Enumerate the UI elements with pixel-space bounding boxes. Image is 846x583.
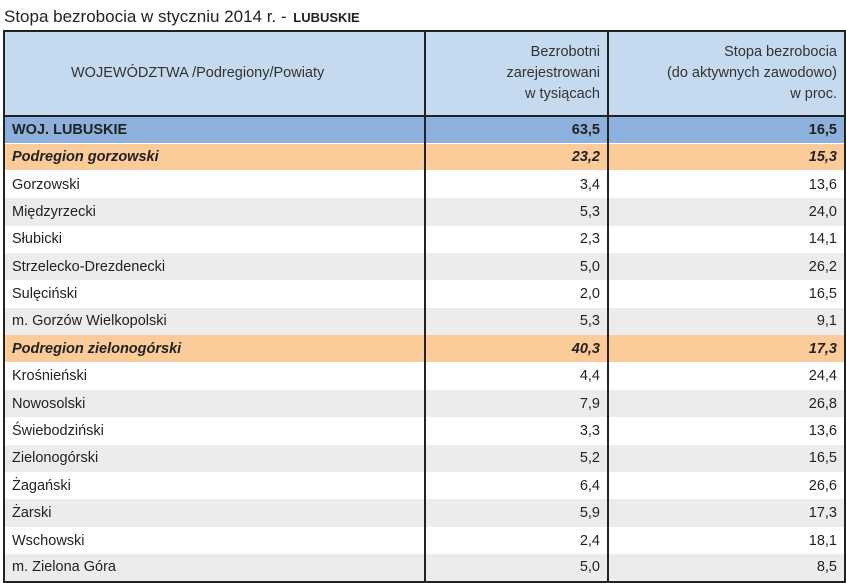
header-unemployed-line: zarejestrowani [506, 65, 601, 81]
table-row: Żarski 5,9 17,3 [3, 499, 846, 527]
cell-name: WOJ. LUBUSKIE [3, 116, 426, 144]
cell-name: Świebodziński [3, 417, 426, 445]
cell-unemployed: 5,3 [424, 307, 609, 336]
cell-name: Sulęciński [3, 280, 426, 308]
cell-rate: 8,5 [607, 554, 846, 583]
cell-unemployed: 3,4 [424, 170, 609, 199]
cell-unemployed: 5,0 [424, 252, 609, 281]
cell-unemployed: 5,0 [424, 554, 609, 583]
table-row: Świebodziński 3,3 13,6 [3, 417, 846, 445]
table-row: Sulęciński 2,0 16,5 [3, 280, 846, 308]
cell-rate: 15,3 [607, 143, 846, 172]
table-row: m. Zielona Góra 5,0 8,5 [3, 554, 846, 583]
subregion-row: Podregion gorzowski 23,2 15,3 [3, 143, 846, 172]
table-row: Wschowski 2,4 18,1 [3, 526, 846, 555]
cell-name: Podregion zielonogórski [3, 335, 426, 364]
cell-unemployed: 7,9 [424, 389, 609, 418]
page-title: Stopa bezrobocia w styczniu 2014 r. - LU… [4, 5, 360, 29]
cell-name: Żarski [3, 499, 426, 527]
cell-rate: 26,6 [607, 472, 846, 500]
cell-name: m. Zielona Góra [3, 554, 426, 583]
table-header: WOJEWÓDZTWA /Podregiony/Powiaty Bezrobot… [3, 30, 846, 117]
cell-unemployed: 40,3 [424, 335, 609, 364]
cell-rate: 16,5 [607, 280, 846, 308]
cell-rate: 18,1 [607, 526, 846, 555]
header-unemployed-line: Bezrobotni [530, 44, 600, 60]
cell-unemployed: 5,2 [424, 444, 609, 473]
cell-name: Żagański [3, 472, 426, 500]
cell-unemployed: 4,4 [424, 362, 609, 390]
subregion-row: Podregion zielonogórski 40,3 17,3 [3, 335, 846, 364]
cell-unemployed: 2,4 [424, 526, 609, 555]
cell-unemployed: 23,2 [424, 143, 609, 172]
cell-rate: 24,0 [607, 198, 846, 226]
cell-unemployed: 5,3 [424, 198, 609, 226]
table-row: Nowosolski 7,9 26,8 [3, 389, 846, 418]
cell-unemployed: 3,3 [424, 417, 609, 445]
voivodeship-row: WOJ. LUBUSKIE 63,5 16,5 [3, 116, 846, 144]
table-body: WOJ. LUBUSKIE 63,5 16,5 Podregion gorzowski… [3, 116, 846, 583]
table-row: Krośnieński 4,4 24,4 [3, 362, 846, 390]
unemployment-table: WOJEWÓDZTWA /Podregiony/Powiaty Bezrobot… [3, 30, 846, 583]
cell-rate: 17,3 [607, 499, 846, 527]
header-unemployed: Bezrobotni zarejestrowani w tysiącach [424, 30, 609, 117]
table-row: Słubicki 2,3 14,1 [3, 225, 846, 253]
header-region: WOJEWÓDZTWA /Podregiony/Powiaty [3, 30, 426, 117]
table-row: m. Gorzów Wielkopolski 5,3 9,1 [3, 307, 846, 336]
cell-name: Strzelecko-Drezdenecki [3, 252, 426, 281]
cell-name: Podregion gorzowski [3, 143, 426, 172]
table-row: Strzelecko-Drezdenecki 5,0 26,2 [3, 252, 846, 281]
header-rate: Stopa bezrobocia (do aktywnych zawodowo)… [607, 30, 846, 117]
cell-unemployed: 2,0 [424, 280, 609, 308]
cell-rate: 26,2 [607, 252, 846, 281]
cell-name: Wschowski [3, 526, 426, 555]
table-row: Żagański 6,4 26,6 [3, 472, 846, 500]
cell-rate: 26,8 [607, 389, 846, 418]
cell-unemployed: 5,9 [424, 499, 609, 527]
table-row: Gorzowski 3,4 13,6 [3, 170, 846, 199]
cell-rate: 13,6 [607, 170, 846, 199]
cell-rate: 9,1 [607, 307, 846, 336]
cell-rate: 16,5 [607, 116, 846, 144]
cell-unemployed: 6,4 [424, 472, 609, 500]
header-rate-line: Stopa bezrobocia [724, 44, 837, 60]
cell-name: Międzyrzecki [3, 198, 426, 226]
cell-rate: 24,4 [607, 362, 846, 390]
cell-rate: 17,3 [607, 335, 846, 364]
cell-name: Słubicki [3, 225, 426, 253]
title-main: Stopa bezrobocia w styczniu 2014 r. - [4, 7, 287, 26]
cell-rate: 13,6 [607, 417, 846, 445]
table-row: Międzyrzecki 5,3 24,0 [3, 198, 846, 226]
cell-rate: 14,1 [607, 225, 846, 253]
cell-rate: 16,5 [607, 444, 846, 473]
cell-unemployed: 63,5 [424, 116, 609, 144]
cell-unemployed: 2,3 [424, 225, 609, 253]
cell-name: m. Gorzów Wielkopolski [3, 307, 426, 336]
cell-name: Gorzowski [3, 170, 426, 199]
cell-name: Krośnieński [3, 362, 426, 390]
header-rate-line: w proc. [790, 86, 837, 102]
header-rate-line: (do aktywnych zawodowo) [666, 65, 837, 81]
title-region: LUBUSKIE [293, 10, 360, 25]
header-unemployed-line: w tysiącach [525, 86, 600, 102]
cell-name: Zielonogórski [3, 444, 426, 473]
cell-name: Nowosolski [3, 389, 426, 418]
table-row: Zielonogórski 5,2 16,5 [3, 444, 846, 473]
